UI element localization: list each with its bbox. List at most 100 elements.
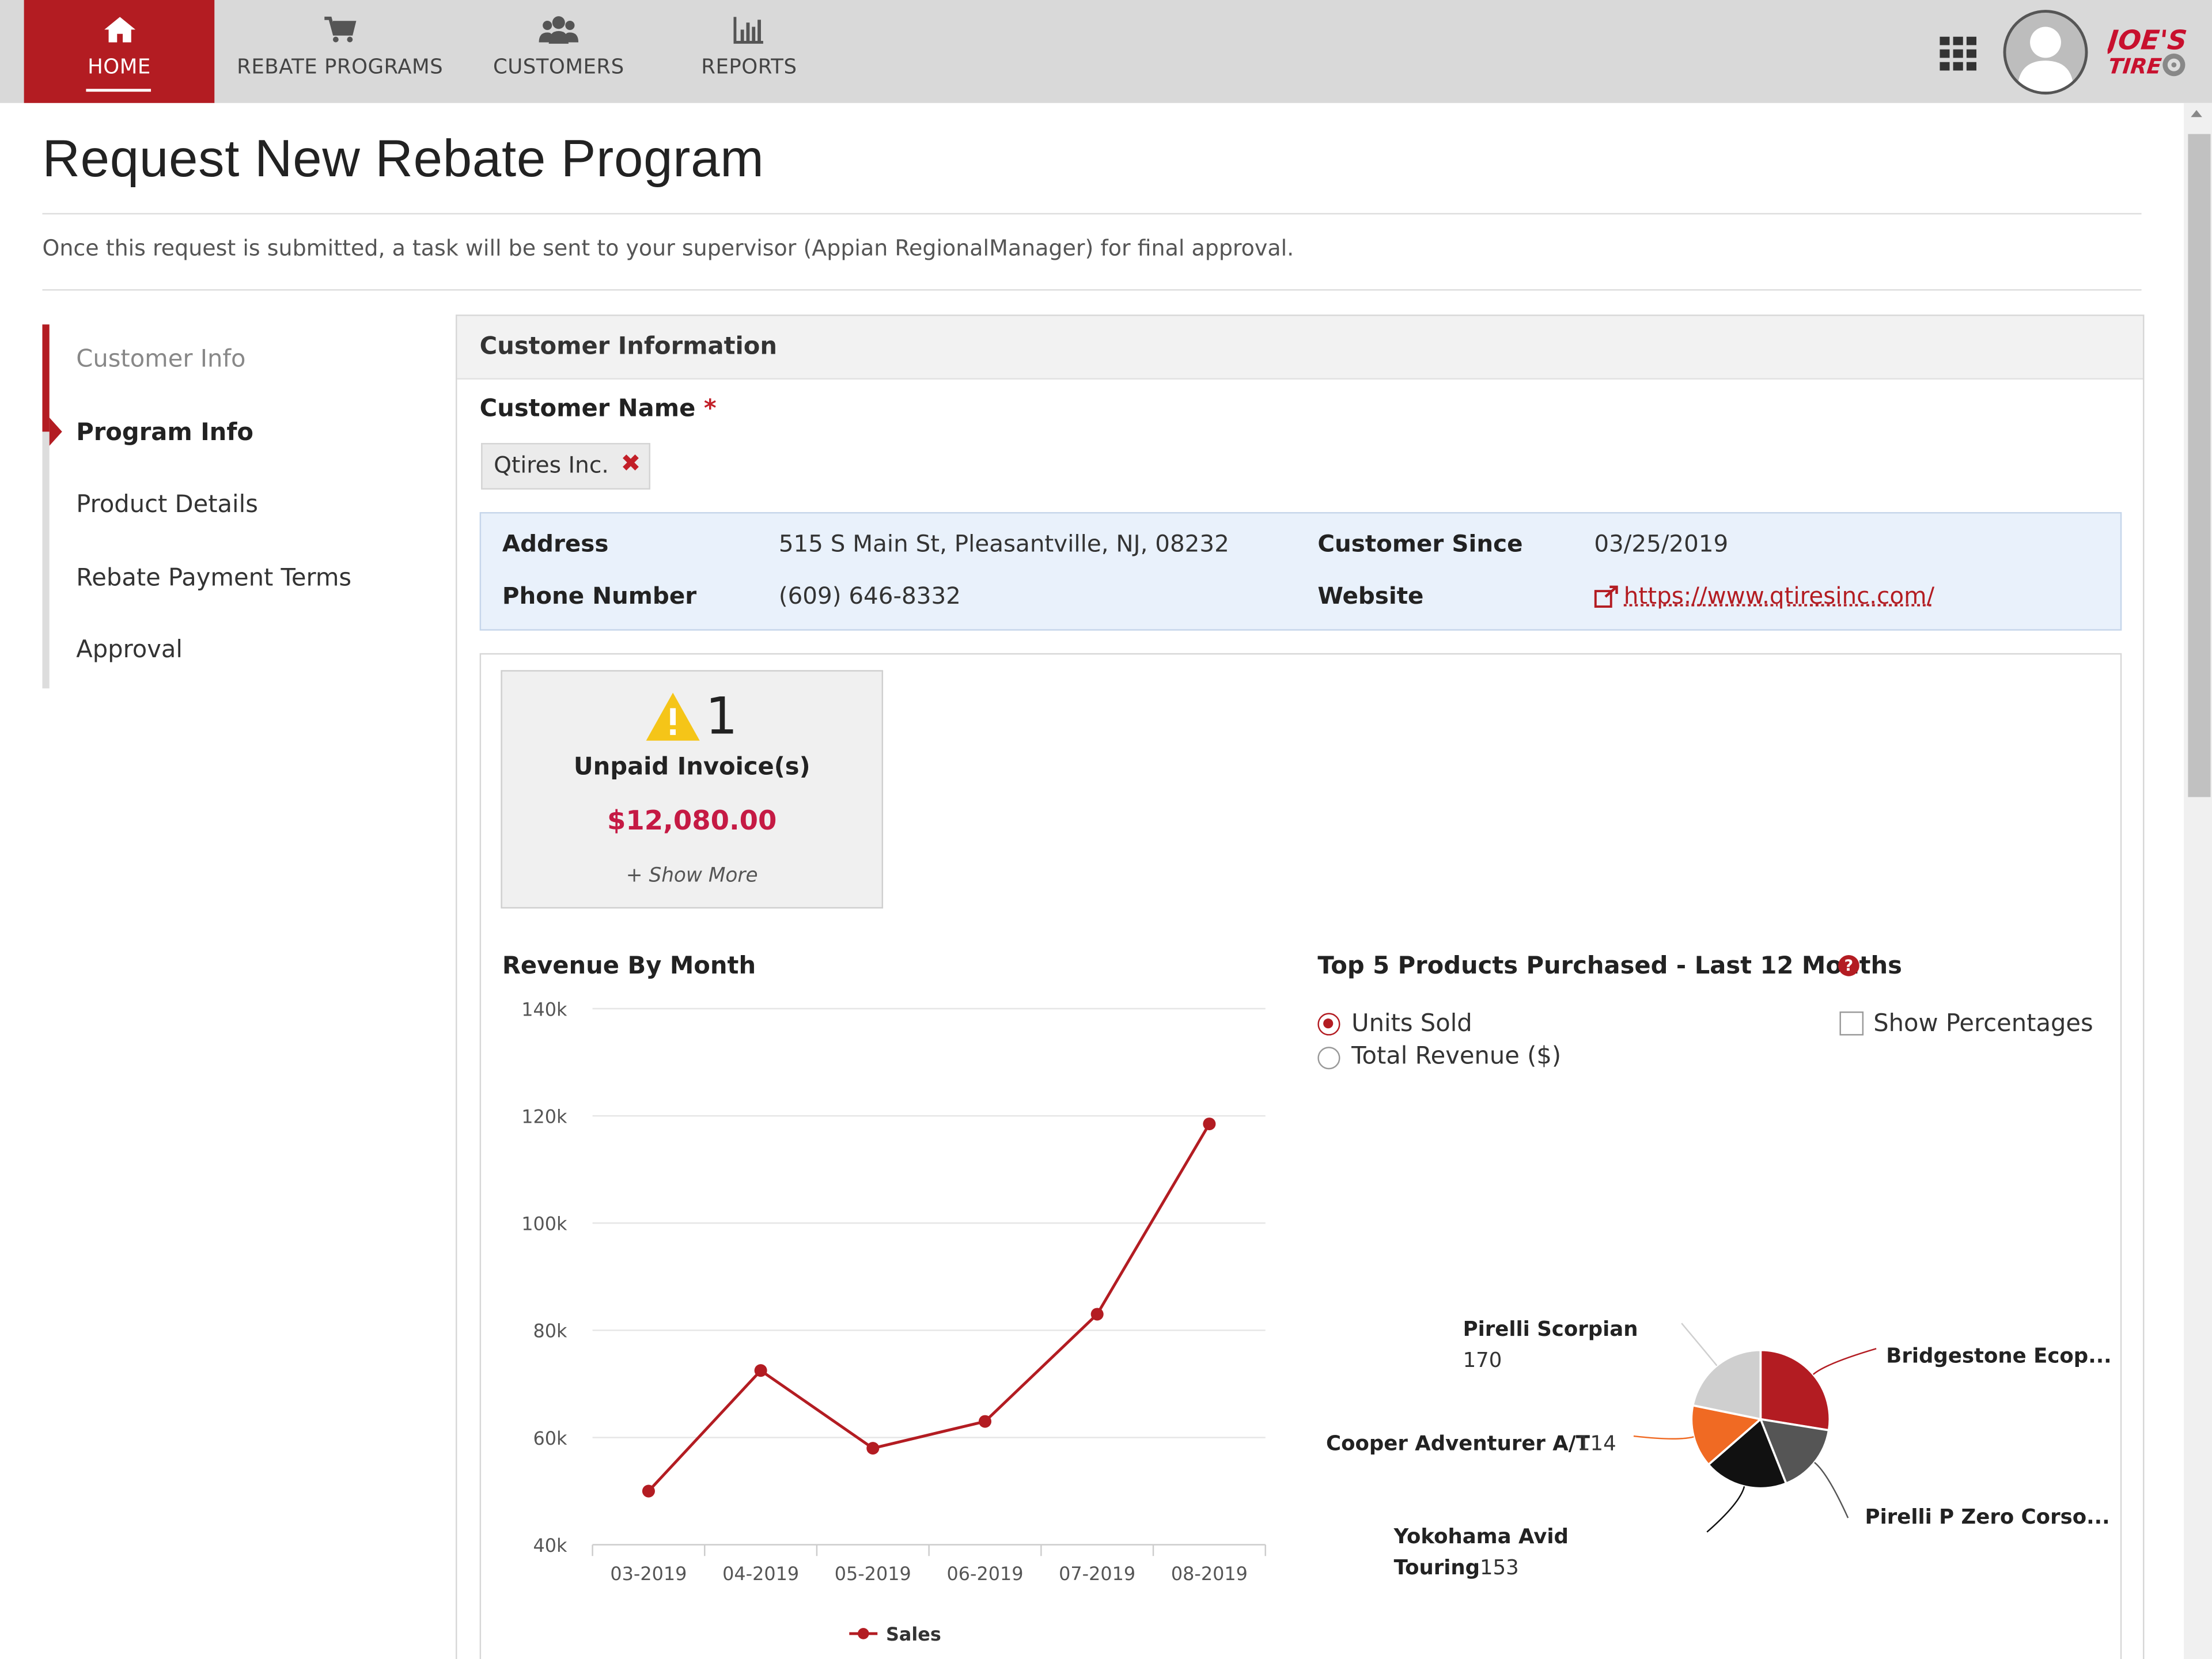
pie-connector bbox=[1633, 1435, 1694, 1440]
customer-name-label-text: Customer Name bbox=[479, 395, 696, 423]
step-rebate-payment-terms[interactable]: Rebate Payment Terms bbox=[76, 564, 352, 593]
tab-customers[interactable]: CUSTOMERS bbox=[480, 0, 638, 103]
units-sold-label: Units Sold bbox=[1351, 1010, 1472, 1039]
pie-label: Cooper Adventurer A/T bbox=[1326, 1432, 1590, 1456]
website-link[interactable]: https://www.qtiresinc.com/ bbox=[1623, 582, 1935, 609]
legend-marker bbox=[857, 1628, 869, 1639]
units-sold-radio[interactable] bbox=[1317, 1013, 1340, 1036]
products-pie-chart: Bridgestone Ecop... Pirelli P Zero Corso.… bbox=[1326, 1317, 2112, 1580]
svg-text:JOE'S: JOE'S bbox=[2108, 25, 2188, 56]
app-grid-icon[interactable] bbox=[1940, 36, 1977, 71]
scroll-up-arrow[interactable] bbox=[2191, 110, 2202, 118]
address-value: 515 S Main St, Pleasantville, NJ, 08232 bbox=[778, 530, 1229, 558]
step-product-details[interactable]: Product Details bbox=[76, 491, 258, 520]
page-title: Request New Rebate Program bbox=[42, 130, 764, 188]
unpaid-invoice-label: Unpaid Invoice(s) bbox=[573, 753, 810, 782]
required-asterisk: * bbox=[703, 395, 717, 423]
pie-label: Yokohama Avid bbox=[1393, 1525, 1569, 1548]
x-tick-label: 06-2019 bbox=[947, 1563, 1024, 1585]
top-nav: HOME REBATE PROGRAMS CUSTOMERS REPORTS bbox=[0, 0, 2212, 103]
y-tick-label: 140k bbox=[521, 998, 567, 1020]
show-percentages-checkbox[interactable] bbox=[1839, 1011, 1864, 1036]
tab-rebate-programs[interactable]: REBATE PROGRAMS bbox=[226, 0, 454, 103]
pie-slice bbox=[1759, 1418, 1830, 1485]
pie-connector bbox=[1681, 1323, 1718, 1366]
y-tick-label: 60k bbox=[533, 1427, 568, 1449]
home-icon bbox=[24, 14, 215, 48]
sales-point bbox=[1203, 1118, 1216, 1131]
customer-name-tag[interactable]: Qtires Inc. ✖ bbox=[481, 442, 650, 490]
pie-label: Bridgestone Ecop... bbox=[1886, 1344, 2111, 1368]
step-customer-info[interactable]: Customer Info bbox=[76, 346, 246, 374]
page-description: Once this request is submitted, a task w… bbox=[42, 235, 1294, 262]
svg-text:TIRE: TIRE bbox=[2108, 54, 2163, 78]
tab-reports[interactable]: REPORTS bbox=[680, 0, 818, 103]
y-tick-label: 100k bbox=[521, 1213, 567, 1235]
customer-name-label: Customer Name * bbox=[480, 395, 717, 423]
phone-label: Phone Number bbox=[502, 582, 697, 609]
phone-value: (609) 646-8332 bbox=[778, 582, 961, 609]
progress-bar bbox=[42, 324, 50, 432]
tab-rebate-programs-label: REBATE PROGRAMS bbox=[237, 56, 444, 79]
tab-reports-label: REPORTS bbox=[701, 56, 797, 79]
step-approval[interactable]: Approval bbox=[76, 636, 183, 665]
customer-name-value: Qtires Inc. bbox=[494, 451, 609, 479]
pie-slice bbox=[1691, 1349, 1762, 1421]
pie-label: Pirelli Scorpian bbox=[1463, 1317, 1638, 1341]
legend-label: Sales bbox=[886, 1623, 941, 1645]
tab-home[interactable]: HOME bbox=[24, 0, 215, 103]
help-icon[interactable]: ? bbox=[1838, 955, 1859, 976]
unpaid-invoice-amount: $12,080.00 bbox=[607, 805, 777, 837]
current-step-marker bbox=[49, 417, 62, 446]
x-tick-label: 07-2019 bbox=[1059, 1563, 1135, 1585]
cart-icon bbox=[226, 14, 454, 48]
step-navigation: Customer Info Program Info Product Detai… bbox=[42, 324, 416, 689]
sales-point bbox=[866, 1442, 880, 1455]
step-program-info[interactable]: Program Info bbox=[76, 419, 254, 448]
tab-home-label: HOME bbox=[88, 56, 151, 79]
pie-connector bbox=[1706, 1486, 1745, 1533]
pie-slice bbox=[1690, 1404, 1763, 1467]
pie-label: Touring bbox=[1394, 1556, 1480, 1580]
panel-header: Customer Information bbox=[457, 316, 2143, 380]
company-logo: JOE'S TIRE bbox=[2102, 20, 2192, 82]
y-tick-label: 40k bbox=[533, 1535, 568, 1556]
show-percentages-label: Show Percentages bbox=[1873, 1010, 2093, 1039]
sales-point bbox=[642, 1484, 655, 1498]
pie-slice bbox=[1707, 1417, 1788, 1490]
remove-icon[interactable]: ✖ bbox=[620, 450, 641, 479]
customer-since-label: Customer Since bbox=[1317, 530, 1523, 558]
bar-chart-icon bbox=[680, 14, 818, 48]
x-tick-label: 04-2019 bbox=[722, 1563, 799, 1585]
panel-title: Customer Information bbox=[479, 332, 778, 361]
website-label: Website bbox=[1317, 582, 1424, 609]
divider bbox=[42, 213, 2142, 215]
x-tick-label: 05-2019 bbox=[835, 1563, 911, 1585]
pie-connector bbox=[1812, 1348, 1877, 1375]
show-more-link[interactable]: + Show More bbox=[626, 865, 758, 888]
unpaid-invoice-count: 1 bbox=[705, 688, 738, 747]
sales-point bbox=[754, 1364, 767, 1377]
pie-value: 153 bbox=[1480, 1556, 1519, 1580]
scrollbar-thumb[interactable] bbox=[2188, 134, 2211, 797]
products-chart-title: Top 5 Products Purchased - Last 12 Month… bbox=[1317, 952, 1902, 981]
total-revenue-radio[interactable] bbox=[1317, 1047, 1340, 1070]
user-avatar[interactable] bbox=[2003, 10, 2088, 95]
y-tick-label: 120k bbox=[521, 1105, 567, 1127]
sales-line bbox=[647, 1123, 1211, 1493]
y-tick-label: 80k bbox=[533, 1320, 568, 1342]
revenue-chart-title: Revenue By Month bbox=[502, 952, 756, 981]
pie-value: 170 bbox=[1463, 1349, 1502, 1372]
pie-connector bbox=[1814, 1461, 1849, 1518]
sales-point bbox=[1090, 1308, 1104, 1321]
users-icon bbox=[480, 14, 638, 48]
customer-since-value: 03/25/2019 bbox=[1594, 530, 1729, 558]
tab-customers-label: CUSTOMERS bbox=[493, 56, 624, 79]
address-label: Address bbox=[502, 530, 609, 558]
customer-details-box: Address 515 S Main St, Pleasantville, NJ… bbox=[479, 512, 2122, 631]
sales-point bbox=[978, 1415, 992, 1428]
unpaid-invoice-card: 1 Unpaid Invoice(s) $12,080.00 + Show Mo… bbox=[501, 670, 884, 909]
total-revenue-label: Total Revenue ($) bbox=[1351, 1042, 1562, 1071]
pie-slice bbox=[1759, 1349, 1831, 1432]
active-tab-underline bbox=[86, 89, 151, 92]
